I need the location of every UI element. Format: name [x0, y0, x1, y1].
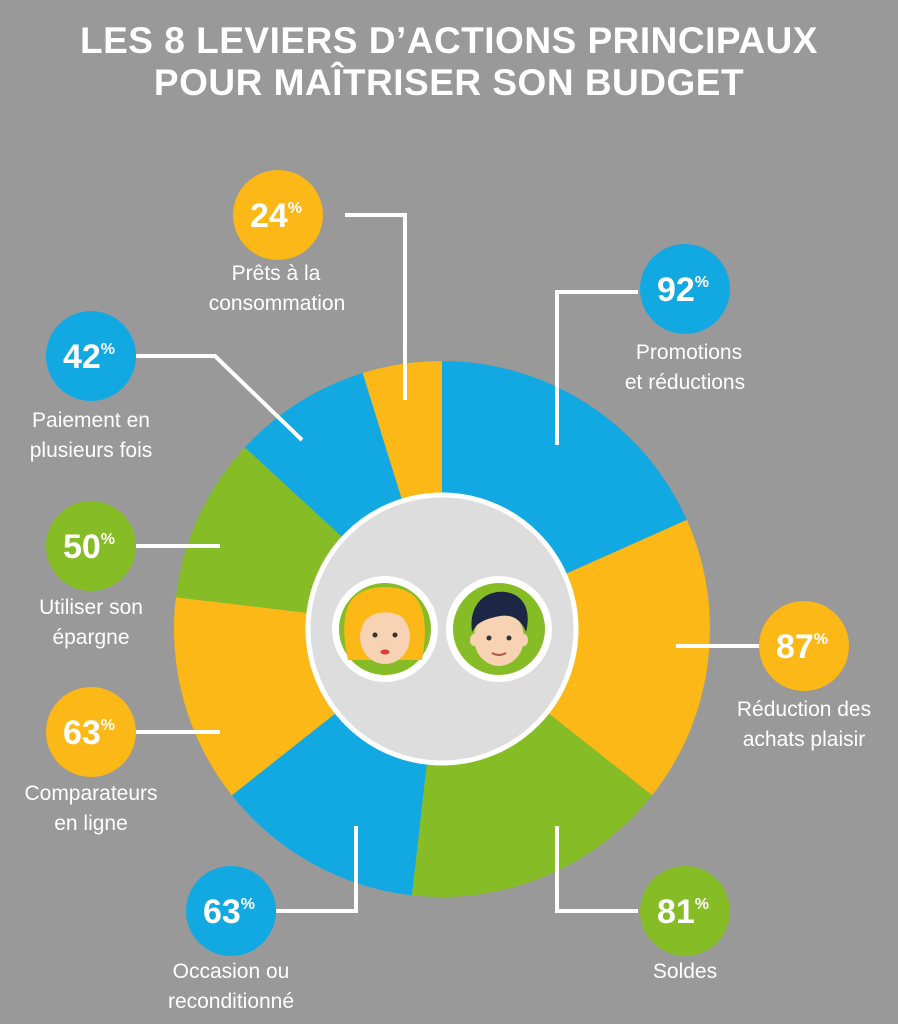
connectors-group	[136, 213, 760, 913]
category-label-3-line-0: Occasion ou	[173, 960, 290, 983]
connector-2	[555, 826, 638, 913]
value-bubble-7	[233, 170, 323, 260]
value-label-3: 63%	[203, 893, 255, 931]
labels-group: Promotions et réductions Réduction des acha…	[24, 262, 871, 1013]
value-label-7: 24%	[250, 197, 302, 235]
category-label-0-line-0: Promotions	[636, 341, 742, 364]
page-title: LES 8 LEVIERS D’ACTIONS PRINCIPAUX POUR …	[0, 20, 898, 104]
category-label-3-line-1: reconditionné	[168, 990, 294, 1013]
connector-7	[345, 213, 407, 400]
value-bubble-1	[759, 601, 849, 691]
connector-0	[555, 290, 638, 445]
woman-face-icon	[332, 576, 438, 682]
connector-3	[276, 826, 358, 913]
value-label-6: 42%	[63, 338, 115, 376]
category-label-5-line-0: Utiliser son	[39, 596, 143, 619]
category-label-5-line-1: épargne	[52, 626, 129, 649]
connector-6	[136, 354, 304, 442]
value-label-0: 92%	[657, 271, 709, 309]
category-label-6-line-1: plusieurs fois	[30, 439, 153, 462]
man-face-icon	[446, 576, 552, 682]
value-label-5: 50%	[63, 528, 115, 566]
category-label-1-line-0: Réduction des	[737, 698, 871, 721]
title-line-2: POUR MAÎTRISER SON BUDGET	[153, 62, 745, 103]
value-label-4: 63%	[63, 714, 115, 752]
category-label-7-line-1: consommation	[209, 292, 346, 315]
value-bubble-5	[46, 501, 136, 591]
value-label-1: 87%	[776, 628, 828, 666]
category-label-2-line-0: Soldes	[653, 960, 717, 983]
hub-disc	[305, 492, 579, 766]
slice-1	[442, 519, 710, 796]
category-label-7-line-0: Prêts à la	[232, 262, 321, 285]
value-bubble-6	[46, 311, 136, 401]
title-line-1: LES 8 LEVIERS D’ACTIONS PRINCIPAUX	[80, 20, 818, 61]
value-bubble-0	[640, 244, 730, 334]
center-hub	[305, 492, 579, 766]
category-label-1-line-1: achats plaisir	[743, 728, 866, 751]
bubbles-group: 92% 87% 81% 63% 63% 50% 42% 24%	[46, 170, 849, 956]
value-bubble-3	[186, 866, 276, 956]
category-label-4-line-0: Comparateurs	[24, 782, 157, 805]
value-label-2: 81%	[657, 893, 709, 931]
category-label-4-line-1: en ligne	[54, 812, 128, 835]
value-bubble-4	[46, 687, 136, 777]
category-label-6-line-0: Paiement en	[32, 409, 150, 432]
value-bubble-2	[640, 866, 730, 956]
category-label-0-line-1: et réductions	[625, 371, 745, 394]
